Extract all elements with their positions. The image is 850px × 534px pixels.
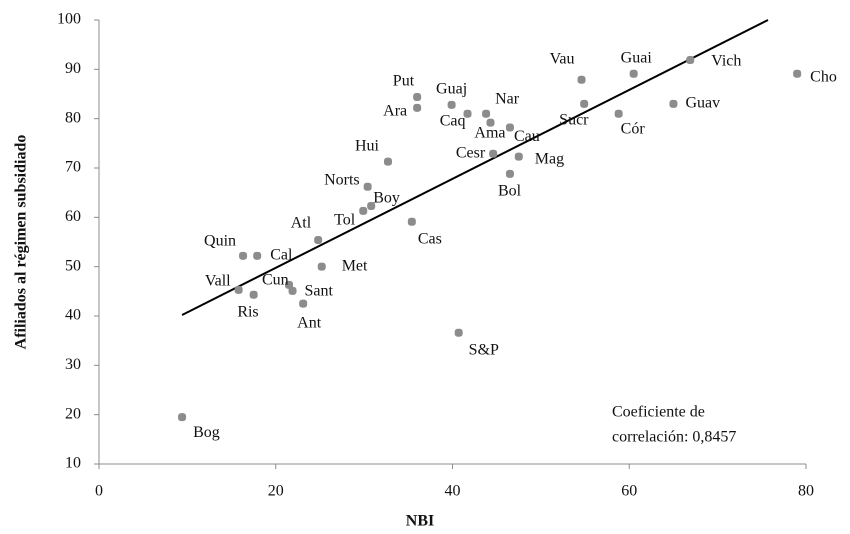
y-tick-label: 60 [65, 208, 81, 225]
point [178, 413, 187, 422]
point-label: Bog [193, 424, 220, 441]
point-label: Atl [291, 215, 312, 232]
point-label: Ara [383, 102, 407, 119]
point [486, 118, 495, 127]
point [363, 182, 372, 191]
point [669, 99, 678, 108]
point-label: Sant [305, 283, 334, 300]
point-label: Ris [237, 303, 258, 320]
point [407, 217, 416, 226]
point [234, 285, 243, 294]
point [249, 290, 258, 299]
point-label: Cas [418, 230, 442, 247]
point [514, 152, 523, 161]
point-label: Cun [262, 272, 289, 289]
x-tick-label: 80 [798, 483, 814, 500]
point-label: Quin [204, 232, 236, 249]
x-tick-label: 20 [268, 483, 284, 500]
point [489, 149, 498, 158]
y-tick-label: 30 [65, 356, 81, 373]
point [367, 201, 376, 210]
point [505, 123, 514, 132]
point [413, 103, 422, 112]
point-label: Caq [440, 112, 466, 129]
point [239, 251, 248, 260]
point-label: Guai [621, 49, 653, 66]
point [359, 206, 368, 215]
annotation: Coeficiente de [612, 404, 705, 421]
point [299, 299, 308, 308]
y-axis-title: Afiliados al régimen subsidiado [13, 135, 30, 350]
trend-line [181, 19, 769, 316]
point [614, 109, 623, 118]
point-label: Guaj [436, 81, 467, 98]
point-label: Nar [495, 90, 520, 107]
point [686, 55, 695, 64]
x-axis-title: NBI [406, 513, 434, 530]
point-label: Cór [621, 120, 646, 137]
point-label: Put [393, 73, 415, 90]
point-label: Guav [685, 95, 720, 112]
point-label: Hui [355, 137, 380, 154]
point [314, 236, 323, 245]
point-label: Cau [514, 128, 540, 145]
point [413, 92, 422, 101]
point [580, 99, 589, 108]
point [482, 109, 491, 118]
y-tick-label: 50 [65, 257, 81, 274]
point [253, 251, 262, 260]
point [463, 109, 472, 118]
point-label: Vall [205, 273, 231, 290]
point-label: Mag [535, 150, 564, 167]
point [505, 169, 514, 178]
x-tick-label: 0 [95, 483, 103, 500]
point [288, 286, 297, 295]
point-label: Sucr [559, 112, 589, 129]
point-label: Met [342, 257, 368, 274]
point-label: Vich [711, 53, 741, 70]
point-label: Vau [550, 50, 575, 67]
y-tick-label: 80 [65, 109, 81, 126]
point-label: Tol [334, 212, 356, 229]
point-label: Bol [498, 183, 522, 200]
point [447, 100, 456, 109]
y-tick-label: 70 [65, 159, 81, 176]
point-label: Boy [373, 190, 400, 207]
point-label: Ama [474, 124, 505, 141]
point-label: Ant [297, 314, 322, 331]
point-label: Cal [270, 246, 293, 263]
point-label: Norts [324, 171, 360, 188]
point-label: Cho [810, 68, 837, 85]
point [317, 262, 326, 271]
point [793, 69, 802, 78]
point [577, 75, 586, 84]
point [629, 69, 638, 78]
point-label: S&P [469, 341, 499, 358]
x-tick-label: 40 [445, 483, 461, 500]
y-tick-label: 90 [65, 60, 81, 77]
y-tick-label: 40 [65, 307, 81, 324]
annotation: correlación: 0,8457 [612, 429, 736, 446]
x-tick-label: 60 [621, 483, 637, 500]
point [454, 328, 463, 337]
point-label: Cesr [456, 144, 486, 161]
y-tick-label: 10 [65, 455, 81, 472]
y-tick-label: 20 [65, 405, 81, 422]
y-tick-label: 100 [57, 11, 81, 28]
point [383, 157, 392, 166]
